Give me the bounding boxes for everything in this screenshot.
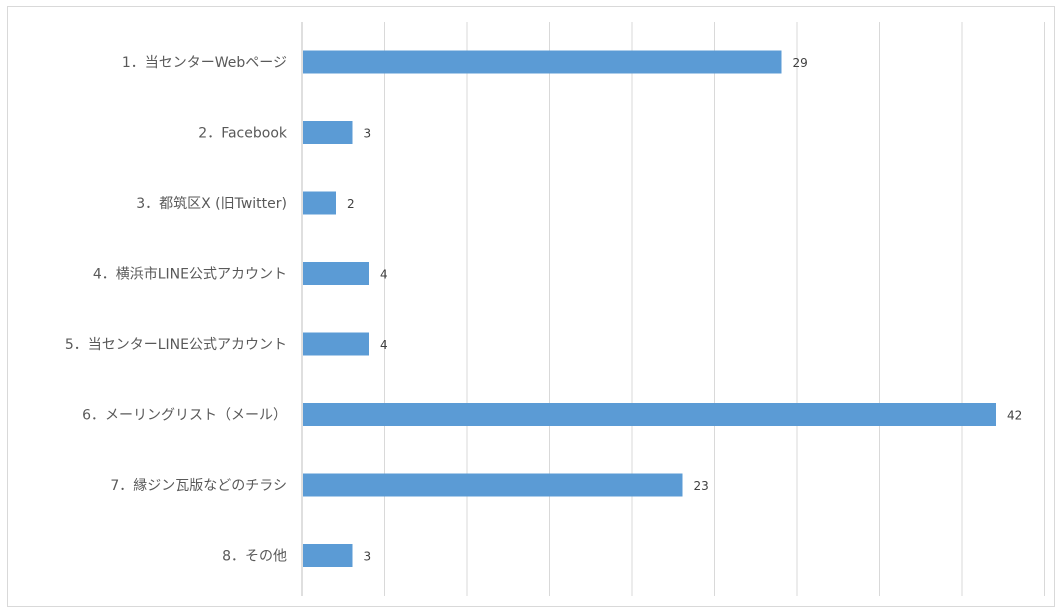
bar — [303, 332, 369, 356]
category-tick-label: 4．横浜市LINE公式アカウント — [93, 266, 287, 283]
data-label: 4 — [380, 268, 388, 282]
data-label: 3 — [364, 127, 372, 141]
bar-layer — [303, 50, 996, 567]
category-tick-label: 1．当センターWebページ — [122, 55, 287, 71]
data-label: 3 — [364, 550, 372, 564]
data-label: 2 — [347, 197, 355, 211]
category-tick-label: 6．メーリングリスト（メール） — [82, 408, 287, 424]
grid-layer — [301, 22, 1045, 596]
data-label: 4 — [380, 338, 388, 352]
chart-frame — [7, 6, 1055, 607]
bar — [303, 262, 369, 285]
category-tick-label: 7．縁ジン瓦版などのチラシ — [110, 478, 287, 494]
label-layer: 29 1．当センターWebページ 3 2．Facebook 2 3．都筑区X (旧Twit… — [65, 55, 1022, 565]
data-label: 42 — [1007, 409, 1022, 423]
category-tick-label: 5．当センターLINE公式アカウント — [65, 337, 287, 353]
bar — [303, 473, 683, 497]
bar — [303, 544, 353, 567]
data-label: 23 — [694, 479, 709, 493]
category-tick-label: 3．都筑区X (旧Twitter) — [136, 196, 287, 212]
bar — [303, 191, 336, 215]
bar — [303, 403, 996, 426]
category-tick-label: 2．Facebook — [198, 126, 288, 142]
category-tick-label: 8．その他 — [222, 549, 287, 565]
bar — [303, 121, 353, 144]
data-label: 29 — [793, 56, 808, 70]
bar — [303, 50, 782, 74]
